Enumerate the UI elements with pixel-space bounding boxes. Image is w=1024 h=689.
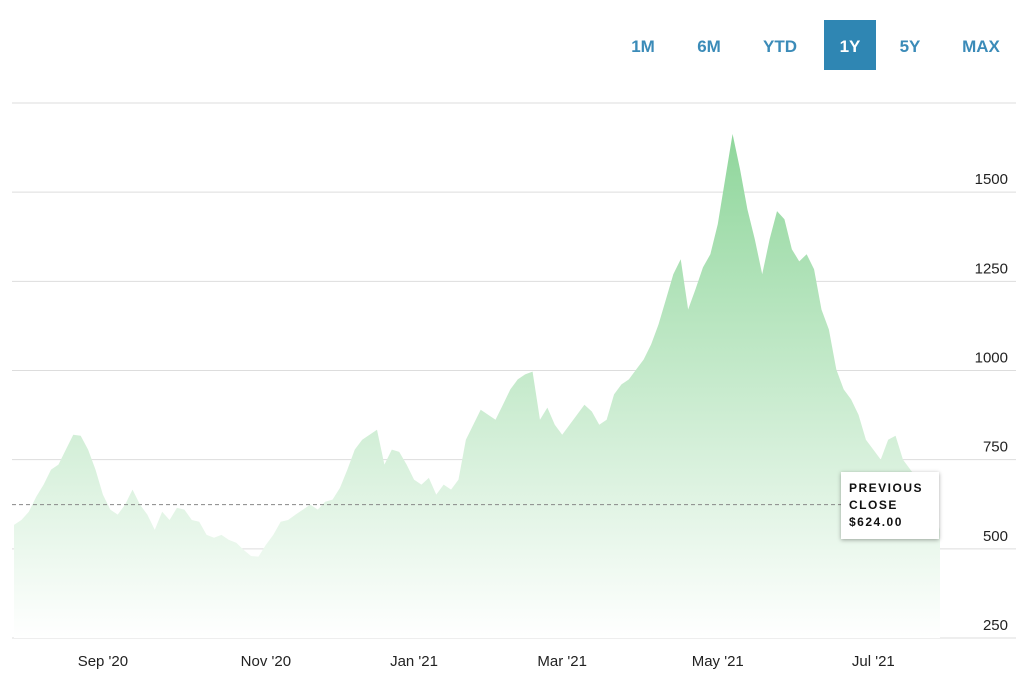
range-button-active[interactable] xyxy=(824,20,876,70)
x-tick-label: May '21 xyxy=(692,653,744,670)
x-tick-label: Sep '20 xyxy=(78,653,128,670)
price-area xyxy=(14,134,940,638)
range-button[interactable]: 5Y xyxy=(900,37,921,56)
range-button[interactable]: 1Y xyxy=(840,37,861,56)
y-tick-label: 500 xyxy=(983,528,1008,545)
tooltip-label: PREVIOUS CLOSE xyxy=(849,481,924,512)
y-tick-label: 250 xyxy=(983,617,1008,634)
x-tick-label: Jan '21 xyxy=(390,653,438,670)
y-tick-label: 1250 xyxy=(975,260,1008,277)
range-button[interactable]: 6M xyxy=(697,37,721,56)
x-tick-label: Mar '21 xyxy=(537,653,587,670)
x-tick-label: Jul '21 xyxy=(852,653,895,670)
x-tick-label: Nov '20 xyxy=(241,653,291,670)
y-tick-label: 750 xyxy=(983,439,1008,456)
y-tick-label: 1000 xyxy=(975,350,1008,367)
tooltip-value: $624.00 xyxy=(849,515,903,529)
y-tick-label: 1500 xyxy=(975,171,1008,188)
range-button[interactable]: YTD xyxy=(763,37,797,56)
range-button[interactable]: 1M xyxy=(631,37,655,56)
range-button[interactable]: MAX xyxy=(962,37,1000,56)
tooltip: PREVIOUS CLOSE $624.00 xyxy=(841,472,939,539)
